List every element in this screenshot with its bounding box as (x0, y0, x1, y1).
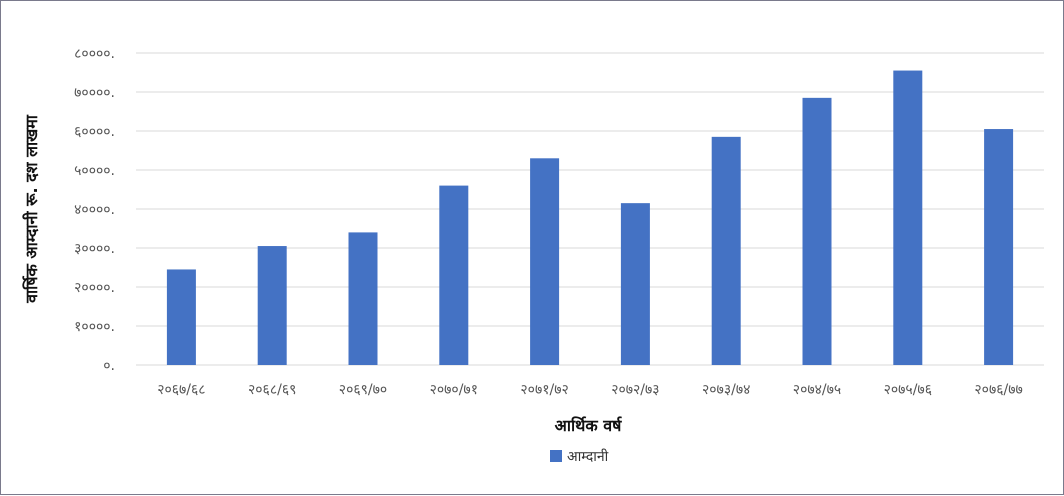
bar (257, 246, 287, 365)
x-tick-label: २०७१/७२ (520, 382, 568, 398)
x-tick-label: २०६९/७० (339, 382, 387, 398)
x-tick-label: २०७६/७७ (974, 382, 1022, 398)
gridlines (136, 52, 1044, 366)
y-tick-label: ३००००. (74, 241, 115, 257)
x-tick-labels: २०६७/६८ २०६८/६९ २०६९/७० २०७०/७१ २०७१/७२ २०७२/… (157, 382, 1023, 398)
legend-swatch (550, 450, 562, 462)
y-tick-labels: ०. १००००. २००००. ३००००. ४००००. ५००००. ६००००. ७०… (74, 46, 115, 374)
bar (711, 136, 741, 365)
y-tick-label: १००००. (74, 319, 115, 335)
y-tick-label: ८००००. (74, 46, 115, 62)
y-tick-label: ५००००. (74, 163, 115, 179)
y-axis-title: वार्षिक आम्दानी रू. दश लाखमा (22, 114, 41, 304)
x-tick-label: २०७४/७५ (793, 382, 841, 398)
x-tick-label: २०६८/६९ (248, 382, 296, 398)
y-tick-label: ७००००. (74, 85, 115, 101)
x-tick-label: २०७२/७३ (611, 382, 659, 398)
bar (620, 203, 650, 365)
y-tick-label: ४००००. (74, 202, 115, 218)
bar (984, 129, 1014, 365)
legend: आम्दानी (550, 448, 609, 465)
y-tick-label: ६००००. (74, 124, 115, 140)
legend-label: आम्दानी (567, 448, 609, 465)
x-tick-label: २०७०/७१ (430, 382, 478, 398)
y-tick-label: २००००. (74, 280, 115, 296)
x-tick-label: २०६७/६८ (157, 382, 205, 398)
bar (530, 158, 560, 365)
bar (893, 70, 923, 366)
bar (348, 232, 378, 365)
bar (439, 185, 469, 365)
x-tick-label: २०७३/७४ (702, 382, 750, 398)
bar (802, 97, 832, 365)
x-tick-label: २०७५/७६ (884, 382, 932, 398)
bars (166, 70, 1014, 366)
bar (166, 269, 196, 365)
y-tick-label: ०. (103, 358, 115, 374)
x-axis-title: आर्थिक वर्ष (555, 416, 623, 435)
